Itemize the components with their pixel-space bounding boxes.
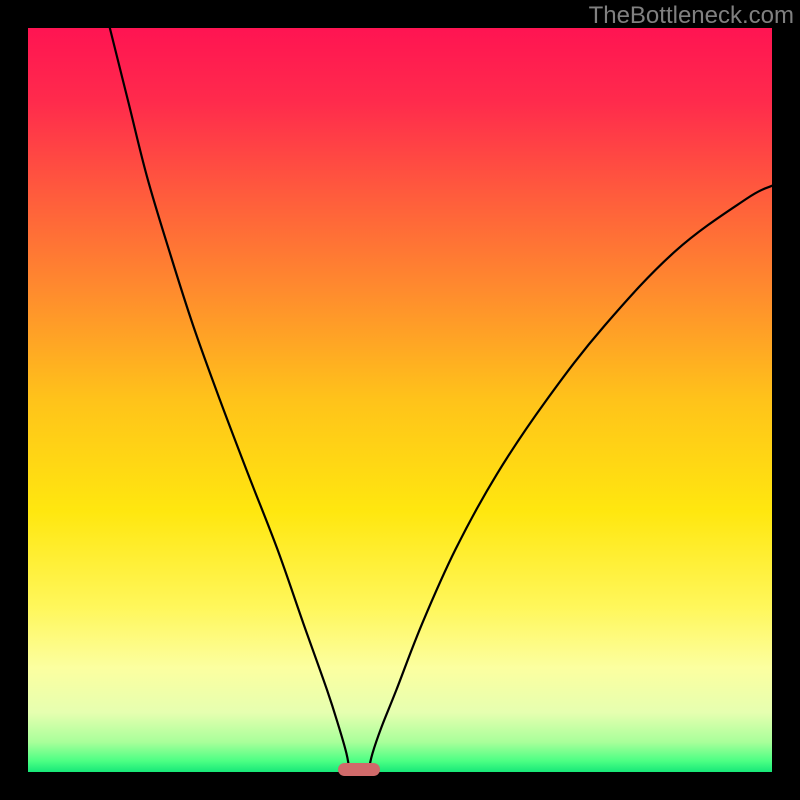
chart-frame: TheBottleneck.com	[0, 0, 800, 800]
plot-area	[28, 28, 772, 772]
left-curve	[110, 28, 350, 770]
right-curve	[369, 186, 772, 770]
cusp-marker	[338, 763, 380, 776]
watermark-text: TheBottleneck.com	[589, 2, 794, 30]
curve-layer	[28, 28, 772, 772]
